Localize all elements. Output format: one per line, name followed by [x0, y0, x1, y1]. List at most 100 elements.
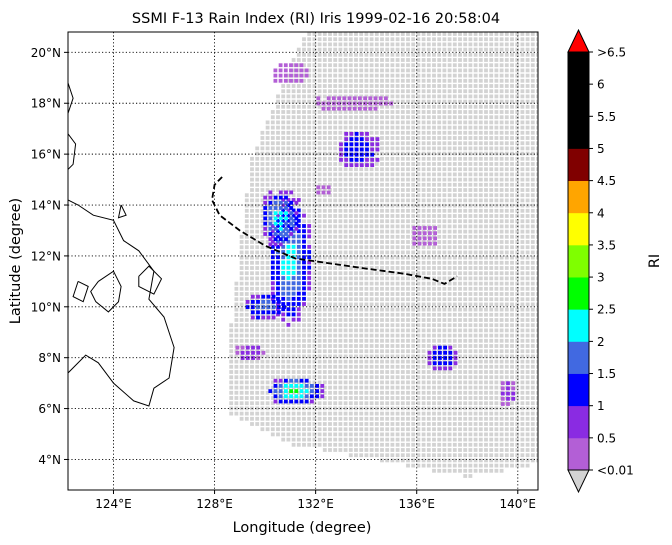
swath-pixel: [359, 240, 364, 244]
swath-pixel: [359, 396, 364, 400]
swath-pixel: [504, 125, 509, 130]
swath-pixel: [463, 453, 468, 458]
swath-pixel: [411, 99, 416, 104]
swath-pixel: [406, 219, 410, 224]
swath-pixel: [359, 432, 364, 437]
swath-pixel: [265, 141, 270, 146]
swath-pixel: [307, 318, 312, 322]
swath-pixel: [468, 338, 473, 343]
swath-pixel: [369, 115, 374, 120]
swath-pixel: [468, 385, 473, 390]
swath-pixel: [478, 188, 483, 192]
swath-pixel: [499, 422, 504, 426]
swath-pixel: [312, 380, 317, 385]
swath-pixel: [312, 52, 317, 57]
rain-pixel: [289, 190, 294, 195]
swath-pixel: [426, 208, 431, 213]
swath-pixel: [452, 182, 457, 187]
swath-pixel: [354, 359, 358, 364]
swath-pixel: [390, 349, 395, 354]
rain-pixel: [443, 350, 447, 355]
swath-pixel: [478, 146, 483, 151]
swath-pixel: [525, 219, 530, 224]
swath-pixel: [484, 250, 488, 255]
swath-pixel: [296, 104, 301, 109]
rain-pixel: [281, 291, 286, 296]
swath-pixel: [494, 162, 499, 166]
swath-pixel: [276, 208, 280, 213]
swath-pixel: [406, 73, 410, 78]
swath-pixel: [463, 302, 468, 307]
swath-pixel: [416, 318, 421, 322]
swath-pixel: [276, 432, 280, 437]
swath-pixel: [390, 73, 395, 78]
swath-pixel: [380, 364, 384, 369]
swath-pixel: [515, 68, 520, 73]
swath-pixel: [312, 359, 317, 364]
swath-pixel: [265, 208, 270, 213]
swath-pixel: [484, 167, 488, 172]
swath-pixel: [447, 214, 452, 218]
swath-pixel: [359, 260, 364, 265]
swath-pixel: [484, 198, 488, 203]
swath-pixel: [312, 432, 317, 437]
swath-pixel: [312, 260, 317, 265]
swath-pixel: [338, 125, 343, 130]
swath-pixel: [390, 115, 395, 120]
swath-pixel: [447, 219, 452, 224]
swath-pixel: [317, 68, 322, 73]
swath-pixel: [411, 156, 416, 161]
swath-pixel: [328, 58, 332, 62]
swath-pixel: [494, 281, 499, 286]
swath-pixel: [395, 130, 400, 135]
swath-pixel: [385, 115, 390, 120]
swath-pixel: [296, 99, 301, 104]
swath-pixel: [265, 333, 270, 338]
rain-pixel: [281, 281, 286, 286]
swath-pixel: [416, 89, 421, 94]
swath-pixel: [510, 422, 514, 426]
swath-pixel: [520, 401, 525, 406]
swath-pixel: [369, 292, 374, 296]
swath-pixel: [333, 422, 338, 426]
swath-pixel: [406, 94, 410, 99]
swath-pixel: [530, 318, 535, 322]
swath-pixel: [390, 52, 395, 57]
swath-pixel: [400, 104, 405, 109]
rain-pixel: [268, 221, 273, 226]
swath-pixel: [302, 318, 306, 322]
rain-pixel: [261, 315, 266, 320]
swath-pixel: [489, 193, 494, 198]
swath-pixel: [432, 260, 436, 265]
swath-pixel: [348, 354, 353, 359]
swath-pixel: [328, 245, 332, 250]
swath-pixel: [416, 312, 421, 317]
swath-pixel: [484, 162, 488, 166]
swath-pixel: [338, 78, 343, 83]
swath-pixel: [452, 344, 457, 348]
swath-pixel: [286, 427, 291, 432]
swath-pixel: [468, 401, 473, 406]
swath-pixel: [369, 312, 374, 317]
swath-pixel: [260, 250, 265, 255]
swath-pixel: [499, 255, 504, 260]
rain-pixel: [302, 229, 306, 234]
rain-pixel: [365, 158, 369, 162]
swath-pixel: [489, 68, 494, 73]
swath-pixel: [536, 260, 538, 265]
swath-pixel: [359, 416, 364, 421]
swath-pixel: [395, 245, 400, 250]
swath-pixel: [369, 401, 374, 406]
swath-pixel: [494, 63, 499, 68]
swath-pixel: [338, 115, 343, 120]
swath-pixel: [328, 63, 332, 68]
swath-pixel: [380, 380, 384, 385]
swath-pixel: [478, 208, 483, 213]
swath-pixel: [369, 266, 374, 270]
swath-pixel: [296, 380, 301, 385]
swath-pixel: [307, 390, 312, 395]
rain-pixel: [276, 286, 280, 291]
swath-pixel: [296, 427, 301, 432]
swath-pixel: [322, 84, 327, 88]
swath-pixel: [374, 52, 379, 57]
